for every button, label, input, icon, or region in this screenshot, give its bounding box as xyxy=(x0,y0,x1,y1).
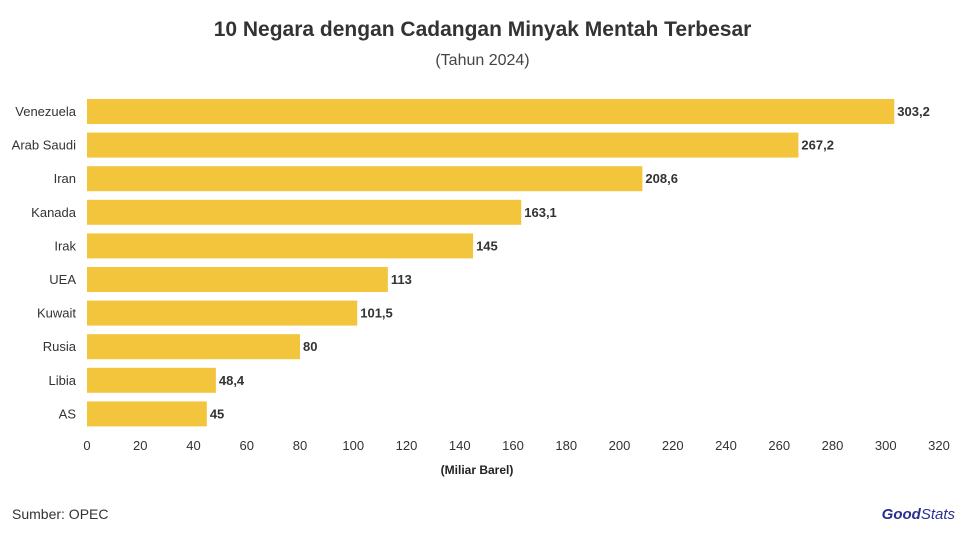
brand-logo-stats: Stats xyxy=(920,506,955,523)
bar xyxy=(87,99,895,124)
chart-subtitle: (Tahun 2024) xyxy=(435,52,530,69)
data-label: 303,2 xyxy=(897,104,930,119)
bar xyxy=(87,166,643,192)
data-label: 101,5 xyxy=(360,306,393,321)
category-label: Venezuela xyxy=(15,104,76,119)
brand-logo: GoodStats xyxy=(882,506,955,523)
x-axis-title: (Miliar Barel) xyxy=(441,463,514,477)
x-tick-label: 240 xyxy=(715,438,737,453)
chart-title: 10 Negara dengan Cadangan Minyak Mentah … xyxy=(213,18,752,41)
category-label: Kanada xyxy=(31,205,77,220)
brand-logo-good: Good xyxy=(881,506,921,523)
source-note: Sumber: OPEC xyxy=(12,506,109,522)
x-tick-label: 200 xyxy=(609,438,631,453)
x-tick-label: 100 xyxy=(342,438,364,453)
x-tick-label: 220 xyxy=(662,438,684,453)
bar xyxy=(87,267,388,292)
bar-chart: Venezuela 303,2 Arab Saudi 267,2 Iran 208,6 Ka… xyxy=(12,99,950,477)
bar xyxy=(87,300,358,326)
data-label: 145 xyxy=(476,238,498,253)
x-tick-label: 180 xyxy=(555,438,577,453)
x-tick-label: 320 xyxy=(928,438,950,453)
data-label: 208,6 xyxy=(645,171,678,186)
x-tick-label: 280 xyxy=(822,438,844,453)
data-label: 45 xyxy=(210,406,224,421)
bar xyxy=(87,233,474,259)
category-label: Iran xyxy=(54,171,76,186)
data-label: 267,2 xyxy=(801,138,834,153)
x-tick-label: 40 xyxy=(186,438,200,453)
data-label: 48,4 xyxy=(219,373,245,388)
category-label: Arab Saudi xyxy=(12,138,76,153)
x-tick-label: 60 xyxy=(240,438,254,453)
x-tick-label: 160 xyxy=(502,438,524,453)
x-tick-label: 140 xyxy=(449,438,471,453)
x-tick-label: 260 xyxy=(768,438,790,453)
category-label: UEA xyxy=(49,272,76,287)
category-label: Kuwait xyxy=(37,306,76,321)
x-tick-label: 300 xyxy=(875,438,897,453)
x-tick-label: 80 xyxy=(293,438,307,453)
bar xyxy=(87,334,300,360)
bar xyxy=(87,199,522,225)
bar xyxy=(87,401,207,427)
data-label: 163,1 xyxy=(524,205,557,220)
category-label: Irak xyxy=(54,238,76,253)
bar xyxy=(87,132,799,158)
data-label: 113 xyxy=(391,272,412,287)
category-label: Libia xyxy=(49,373,77,388)
data-label: 80 xyxy=(303,339,317,354)
x-tick-label: 20 xyxy=(133,438,147,453)
category-label: AS xyxy=(59,406,77,421)
bar xyxy=(87,367,216,393)
category-label: Rusia xyxy=(43,339,77,354)
x-tick-label: 0 xyxy=(83,438,90,453)
x-tick-label: 120 xyxy=(396,438,418,453)
